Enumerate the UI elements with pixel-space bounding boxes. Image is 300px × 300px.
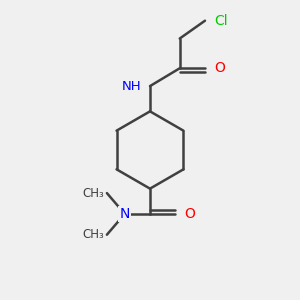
Text: Cl: Cl: [214, 14, 228, 28]
Text: N: N: [119, 207, 130, 221]
Text: O: O: [214, 61, 225, 75]
Text: O: O: [184, 207, 195, 221]
Text: NH: NH: [122, 80, 141, 93]
Text: CH₃: CH₃: [82, 228, 104, 241]
Text: CH₃: CH₃: [82, 187, 104, 200]
